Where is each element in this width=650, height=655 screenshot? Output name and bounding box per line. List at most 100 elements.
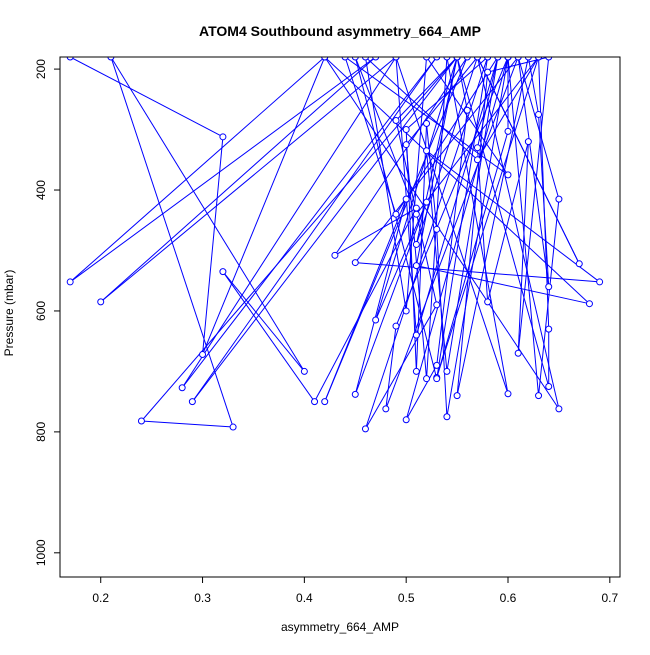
data-point <box>412 331 420 339</box>
series-segment <box>517 141 529 354</box>
series-segment <box>395 57 499 215</box>
series-segment <box>202 57 326 355</box>
data-point <box>137 417 145 425</box>
series-segment <box>69 57 224 138</box>
data-point <box>412 210 420 218</box>
y-tick-label: 800 <box>34 422 48 442</box>
series-segment <box>476 147 489 302</box>
series-segment <box>436 131 509 378</box>
data-point <box>453 392 461 400</box>
data-point <box>372 57 380 61</box>
data-point <box>433 375 441 383</box>
series-segment <box>191 57 438 402</box>
x-tick-label: 0.4 <box>296 591 313 605</box>
series-segment <box>355 262 600 283</box>
data-point <box>361 425 369 433</box>
series-segment <box>436 110 468 366</box>
data-point <box>575 260 583 268</box>
series-segment <box>222 271 305 372</box>
data-point <box>555 195 563 203</box>
series-segment <box>69 57 326 283</box>
series-segment <box>100 57 397 303</box>
data-point <box>412 204 420 212</box>
data-point <box>402 307 410 315</box>
data-point <box>494 57 502 61</box>
series-segment <box>191 57 458 402</box>
data-point <box>535 392 543 400</box>
series-segment <box>141 57 458 422</box>
data-point <box>382 405 390 413</box>
series-segment <box>141 420 234 428</box>
data-point <box>433 225 441 233</box>
y-tick-label: 200 <box>34 59 48 79</box>
series-segment <box>446 57 509 394</box>
series-segment <box>69 57 376 283</box>
series-segment <box>395 57 458 121</box>
data-point <box>453 57 461 61</box>
x-tick-label: 0.5 <box>398 591 415 605</box>
data-point <box>219 133 227 141</box>
series-segment <box>436 57 540 378</box>
data-point <box>321 398 329 406</box>
data-point <box>514 57 522 61</box>
data-point <box>229 423 237 431</box>
series-segment <box>395 57 509 394</box>
series-segment <box>365 57 478 161</box>
data-point <box>341 57 349 61</box>
series-segment <box>426 57 448 379</box>
data-point <box>443 57 451 61</box>
series-segment <box>354 201 428 395</box>
series-segment <box>324 57 590 305</box>
data-point <box>66 57 74 61</box>
data-point <box>484 57 492 61</box>
y-tick-label: 400 <box>34 180 48 200</box>
y-tick-label: 1000 <box>34 539 48 566</box>
x-tick-label: 0.7 <box>601 591 618 605</box>
data-point <box>178 384 186 392</box>
data-point <box>545 57 553 61</box>
data-point <box>66 278 74 286</box>
series-segment <box>517 57 550 354</box>
plot-area <box>59 56 621 578</box>
data-point <box>433 361 441 369</box>
y-tick-label: 600 <box>34 301 48 321</box>
series-segment <box>354 57 417 215</box>
data-point <box>423 57 431 61</box>
series-segment <box>456 57 550 387</box>
data-point <box>423 375 431 383</box>
data-point <box>504 390 512 398</box>
data-point <box>402 126 410 134</box>
series-segment <box>456 57 468 111</box>
data-point <box>392 322 400 330</box>
x-tick-label: 0.3 <box>194 591 211 605</box>
x-axis-label: asymmetry_664_AMP <box>281 620 399 634</box>
data-point <box>545 325 553 333</box>
data-point <box>392 57 400 61</box>
series-segment <box>487 141 529 303</box>
data-point <box>300 367 308 375</box>
series-segment <box>110 57 305 372</box>
data-point <box>473 156 481 164</box>
data-point <box>311 398 319 406</box>
data-point <box>433 57 441 61</box>
series-segment <box>405 57 488 130</box>
series-segment <box>222 271 315 402</box>
series-segment <box>100 57 376 303</box>
data-point <box>402 416 410 424</box>
series-segment <box>405 57 428 311</box>
data-point <box>219 268 227 276</box>
data-point <box>524 138 532 146</box>
chart-title: ATOM4 Southbound asymmetry_664_AMP <box>199 23 481 39</box>
data-point <box>473 144 481 152</box>
series-segment <box>456 57 529 396</box>
series-segment <box>477 57 580 265</box>
series-segment <box>344 57 397 215</box>
series-segment <box>527 57 540 115</box>
data-point <box>412 367 420 375</box>
x-tick-label: 0.6 <box>500 591 517 605</box>
series-segment <box>415 57 539 215</box>
x-axis: 0.2 0.3 0.4 0.5 0.6 0.7 <box>92 577 618 605</box>
data-point <box>188 398 196 406</box>
